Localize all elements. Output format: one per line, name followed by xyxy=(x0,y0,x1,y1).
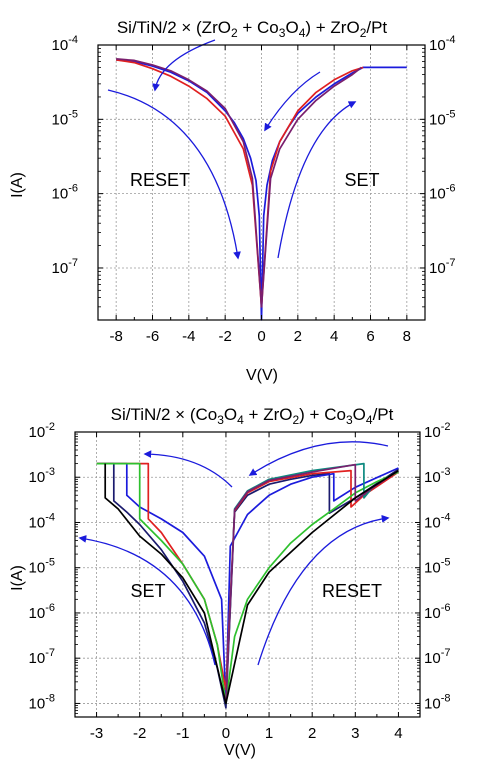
y-tick-label: 10-5 xyxy=(29,557,55,577)
x-tick-label: 0 xyxy=(257,328,265,345)
sweep-arrow xyxy=(264,71,321,132)
y-tick-label-right: 10-6 xyxy=(424,602,450,622)
annotation-reset: RESET xyxy=(130,170,190,190)
series-line-purple xyxy=(116,58,362,308)
y-tick-label: 10-8 xyxy=(29,692,55,712)
series-line-blue xyxy=(116,59,407,321)
annotation-set: SET xyxy=(130,581,165,601)
y-tick-label-right: 10-3 xyxy=(424,466,450,486)
x-tick-label: 4 xyxy=(394,725,402,742)
annotation-set: SET xyxy=(344,170,379,190)
x-tick-label: -3 xyxy=(90,725,103,742)
plot-area: -3 -2 -1 0 1 2 3 4 10-8 10-8 10-7 10-7 10-6 10-6 10-5 1… xyxy=(29,421,451,742)
chart-panel-bottom: Si/TiN/2 × (Co3O4 + ZrO2) + Co3O4/Pt -3-… xyxy=(9,405,450,759)
series-group xyxy=(96,462,399,709)
y-tick-label: 10-6 xyxy=(29,602,55,622)
y-tick-label: 10-3 xyxy=(29,466,55,486)
x-tick-label: 2 xyxy=(308,725,316,742)
chart-title: Si/TiN/2 × (ZrO2 + Co3O4) + ZrO2/Pt xyxy=(117,18,388,40)
sweep-arrow xyxy=(257,514,390,666)
y-tick-label-right: 10-4 xyxy=(429,34,455,54)
sweep-arrow xyxy=(277,101,357,259)
x-tick-label: 4 xyxy=(330,328,338,345)
y-tick-label: 10-4 xyxy=(29,511,55,531)
x-tick-label: 3 xyxy=(351,725,359,742)
y-tick-label: 10-4 xyxy=(52,34,78,54)
y-tick-label: 10-7 xyxy=(52,257,78,277)
series-line-black xyxy=(104,463,399,705)
y-tick-label-right: 10-6 xyxy=(429,183,455,203)
x-tick-label: 8 xyxy=(403,328,411,345)
x-tick-label: -8 xyxy=(109,328,122,345)
plot-area: -8 -6 -4 -2 0 2 4 6 8 10-7 10-7 10-6 10-6 10-5 10-5 10-… xyxy=(52,34,456,345)
y-tick-label-right: 10-7 xyxy=(424,647,450,667)
chart-panel-top: Si/TiN/2 × (ZrO2 + Co3O4) + ZrO2/Pt -8 -6… xyxy=(9,18,455,384)
y-tick-label-right: 10-2 xyxy=(424,421,450,441)
y-tick-label: 10-7 xyxy=(29,647,55,667)
y-tick-label-right: 10-5 xyxy=(424,557,450,577)
sweep-arrow xyxy=(248,441,389,476)
y-tick-label: 10-6 xyxy=(52,183,78,203)
x-tick-label: 1 xyxy=(265,725,273,742)
annotation-reset: RESET xyxy=(322,581,382,601)
sweep-arrow xyxy=(78,535,216,666)
x-tick-label: 6 xyxy=(366,328,374,345)
series-line-blue xyxy=(96,462,399,705)
sweep-arrow xyxy=(143,450,233,488)
y-tick-label: 10-2 xyxy=(29,421,55,441)
sweep-arrows xyxy=(107,39,357,260)
x-tick-label: -6 xyxy=(146,328,159,345)
y-tick-label-right: 10-7 xyxy=(429,257,455,277)
x-tick-label: 0 xyxy=(222,725,230,742)
x-axis-label: V(V) xyxy=(246,367,278,384)
y-tick-label-right: 10-8 xyxy=(424,692,450,712)
sweep-arrow xyxy=(107,89,241,260)
y-tick-label-right: 10-4 xyxy=(424,511,450,531)
series-line-green xyxy=(96,462,399,705)
x-tick-label: -2 xyxy=(133,725,146,742)
series-group xyxy=(116,58,407,321)
x-tick-label: 2 xyxy=(294,328,302,345)
x-tick-label: -2 xyxy=(218,328,231,345)
sweep-arrows xyxy=(78,441,390,666)
y-tick-label: 10-5 xyxy=(52,108,78,128)
y-axis-label: I(A) xyxy=(9,565,26,591)
x-axis-label: V(V) xyxy=(224,742,256,759)
x-tick-label: -1 xyxy=(176,725,189,742)
sweep-arrow xyxy=(152,39,216,92)
series-line-red xyxy=(96,462,399,691)
chart-title: Si/TiN/2 × (Co3O4 + ZrO2) + Co3O4/Pt xyxy=(111,405,394,427)
series-line-purple xyxy=(225,463,399,704)
x-tick-label: -4 xyxy=(182,328,195,345)
y-tick-label-right: 10-5 xyxy=(429,108,455,128)
y-axis-label: I(A) xyxy=(9,172,26,198)
